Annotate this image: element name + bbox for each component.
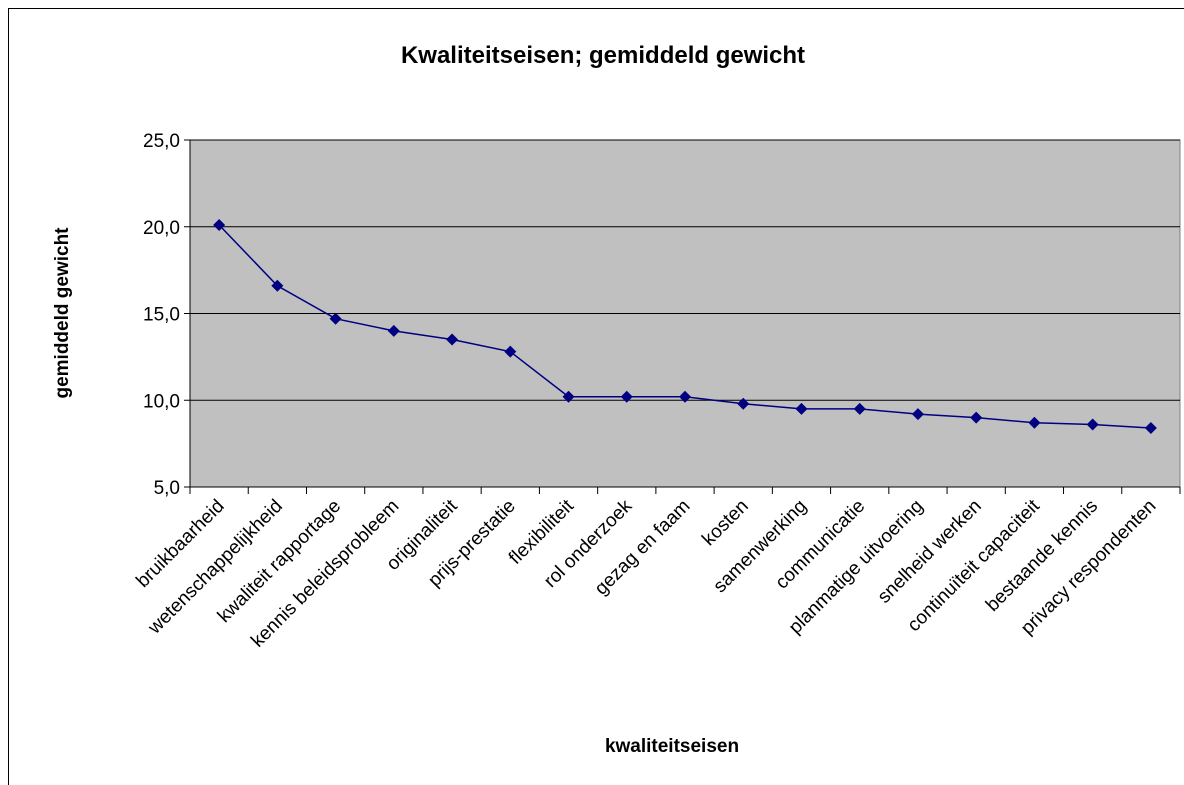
data-point [737,397,750,410]
y-tick-label: 20,0 [143,218,180,239]
data-point [504,345,517,358]
data-point [446,333,459,346]
data-point [1086,418,1099,431]
chart-title: Kwaliteitseisen; gemiddeld gewicht [401,42,805,69]
data-point [1144,422,1157,435]
data-point [911,408,924,421]
data-point [387,324,400,337]
x-axis-title: kwaliteitseisen [605,736,739,757]
data-point [679,390,691,403]
y-tick-label: 10,0 [143,391,180,412]
y-axis-title: gemiddeld gewicht [52,227,73,399]
y-tick-label: 25,0 [143,131,180,152]
data-point [853,402,866,415]
data-point [329,312,342,325]
data-point [562,390,575,403]
y-tick-label: 5,0 [154,478,180,499]
y-tick-label: 15,0 [143,305,180,326]
data-point [795,402,808,415]
data-point [1028,416,1041,429]
data-point [970,411,983,424]
data-point [620,390,633,403]
data-point [213,219,226,232]
data-point [271,279,284,292]
